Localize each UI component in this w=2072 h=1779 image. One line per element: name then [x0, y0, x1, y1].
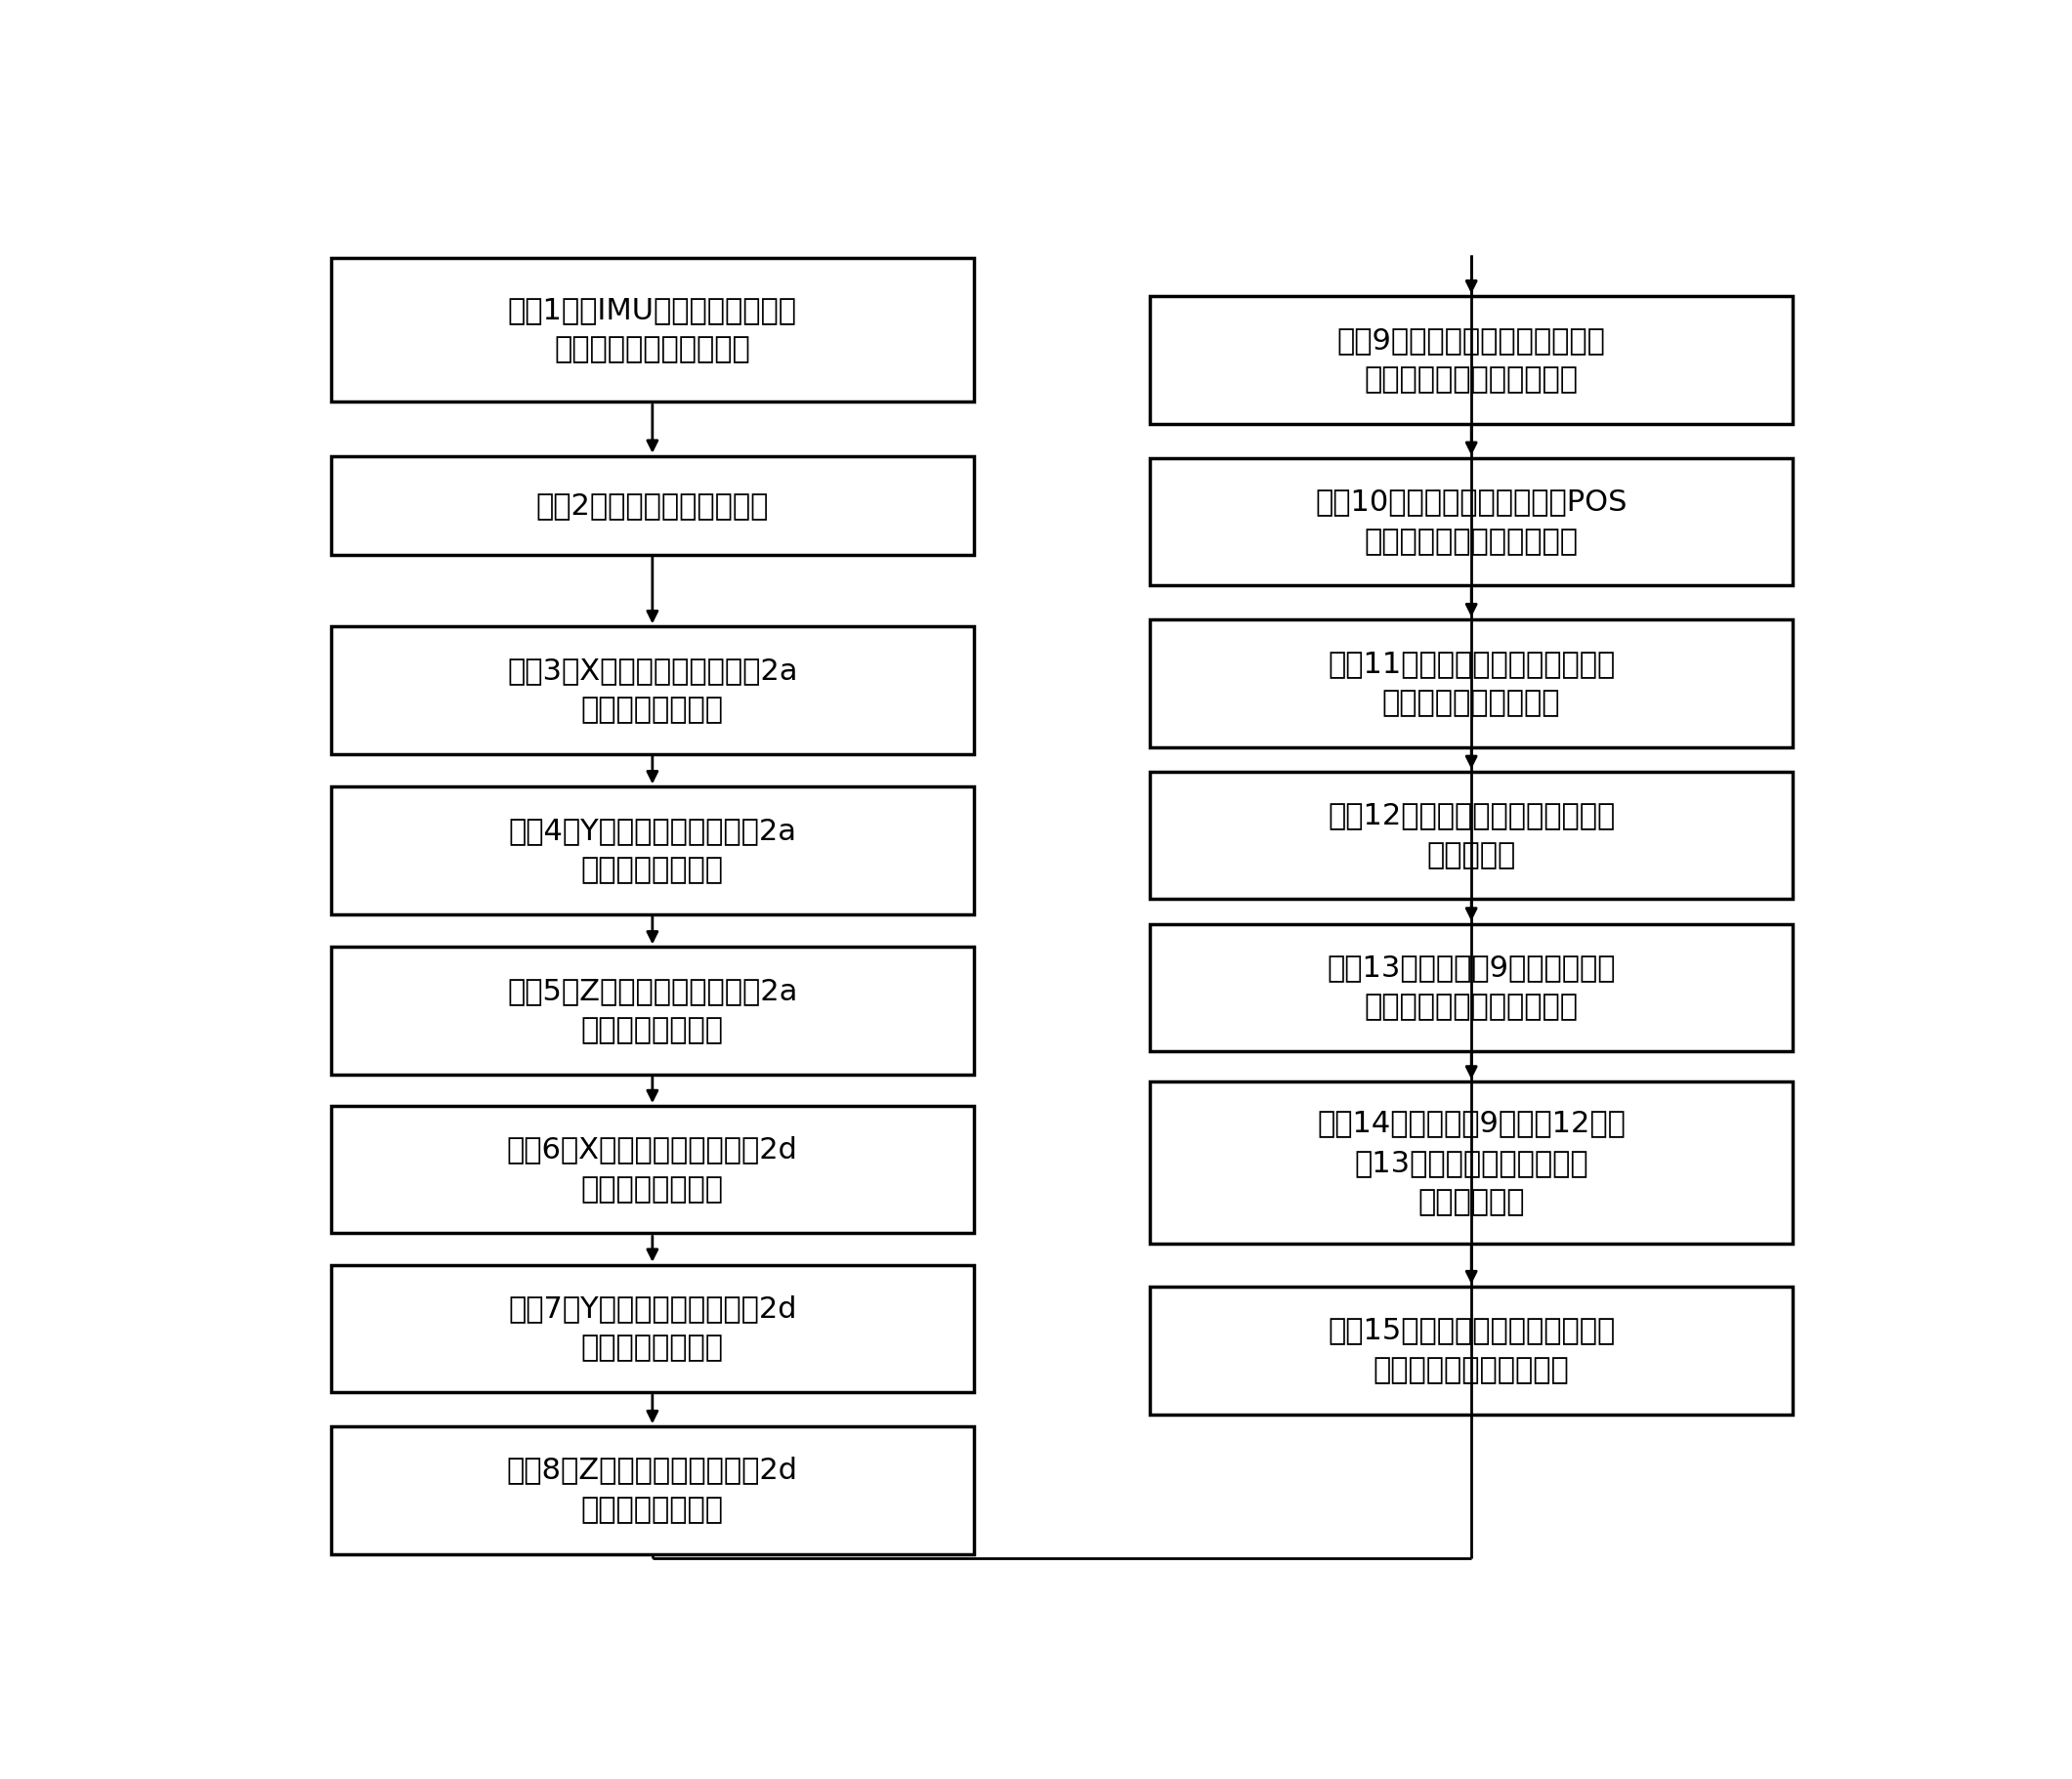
Text: 步骤1：将IMU正交安装于调平的
转台上。系统上电采数。: 步骤1：将IMU正交安装于调平的 转台上。系统上电采数。 [508, 295, 798, 365]
FancyBboxPatch shape [332, 1107, 974, 1233]
Text: 步骤6：X轴作为测试轴，测得2d
组速率实验数据。: 步骤6：X轴作为测试轴，测得2d 组速率实验数据。 [508, 1135, 798, 1204]
Text: 步骤15：利用误差模型与求得的系
数进行角速度误差补偿。: 步骤15：利用误差模型与求得的系 数进行角速度误差补偿。 [1328, 1316, 1614, 1384]
Text: 步骤12：利用位置测试数据，求出
常値偏差。: 步骤12：利用位置测试数据，求出 常値偏差。 [1328, 801, 1614, 870]
FancyBboxPatch shape [332, 1427, 974, 1553]
Text: 步骤2：编排位置测试方案。: 步骤2：编排位置测试方案。 [537, 491, 769, 519]
Text: 步骤10：建立用于误差补偿的POS
角速度通道误差模型方程。: 步骤10：建立用于误差补偿的POS 角速度通道误差模型方程。 [1316, 487, 1627, 555]
Text: 步骤11：根据输入原始数据，迭代
解算对应的标度因数。: 步骤11：根据输入原始数据，迭代 解算对应的标度因数。 [1328, 649, 1614, 717]
FancyBboxPatch shape [332, 946, 974, 1075]
FancyBboxPatch shape [1150, 772, 1792, 898]
FancyBboxPatch shape [1150, 457, 1792, 585]
Text: 步骤3：X轴作为测试轴，测得2a
组位置实验数据。: 步骤3：X轴作为测试轴，测得2a 组位置实验数据。 [508, 656, 798, 724]
FancyBboxPatch shape [332, 1265, 974, 1393]
FancyBboxPatch shape [332, 258, 974, 402]
FancyBboxPatch shape [1150, 923, 1792, 1051]
FancyBboxPatch shape [1150, 619, 1792, 747]
FancyBboxPatch shape [332, 786, 974, 914]
Text: 步骤4：Y轴作为测试轴，测得2a
组位置实验数据。: 步骤4：Y轴作为测试轴，测得2a 组位置实验数据。 [508, 817, 796, 884]
Text: 步骤7：Y轴作为测试轴，测得2d
组速率实验数据。: 步骤7：Y轴作为测试轴，测得2d 组速率实验数据。 [508, 1295, 798, 1363]
Text: 步骤5：Z轴作为测试轴，测得2a
组位置实验数据。: 步骤5：Z轴作为测试轴，测得2a 组位置实验数据。 [508, 977, 798, 1044]
Text: 步骤9：建立标度因数与角速度的
回归方程，解算回归系数。: 步骤9：建立标度因数与角速度的 回归方程，解算回归系数。 [1336, 326, 1606, 393]
FancyBboxPatch shape [332, 626, 974, 754]
FancyBboxPatch shape [1150, 1082, 1792, 1244]
FancyBboxPatch shape [1150, 297, 1792, 423]
Text: 步骤14：利用步骤9、步骤12和步
骤13的解算结果，求解与加
速度有关项。: 步骤14：利用步骤9、步骤12和步 骤13的解算结果，求解与加 速度有关项。 [1318, 1108, 1627, 1217]
Text: 步骤8：Z轴作为测试轴，测得2d
组速率实验数据。: 步骤8：Z轴作为测试轴，测得2d 组速率实验数据。 [508, 1457, 798, 1525]
FancyBboxPatch shape [332, 455, 974, 555]
Text: 步骤13：利用步骤9中标度因数的
解算结果，求出安装误差。: 步骤13：利用步骤9中标度因数的 解算结果，求出安装误差。 [1326, 954, 1616, 1021]
FancyBboxPatch shape [1150, 1286, 1792, 1414]
